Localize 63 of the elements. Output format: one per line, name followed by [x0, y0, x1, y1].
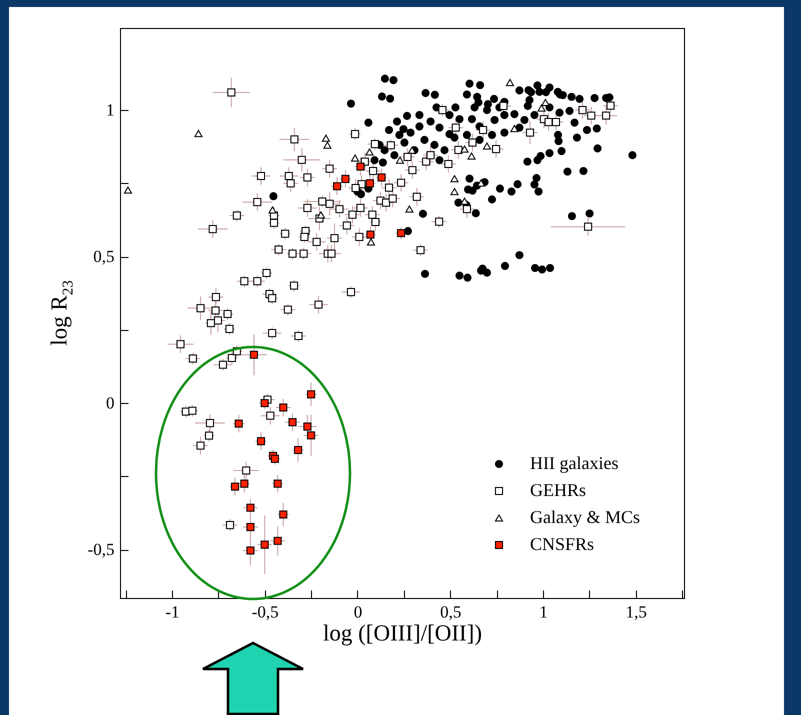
legend-label: HII galaxies — [530, 453, 618, 473]
point — [477, 179, 486, 187]
point — [366, 238, 376, 246]
point — [288, 418, 297, 426]
point — [482, 142, 492, 150]
point — [294, 446, 302, 454]
point — [506, 78, 514, 86]
point — [323, 142, 332, 149]
point — [307, 431, 316, 440]
point — [537, 104, 546, 112]
point — [397, 229, 406, 238]
point — [450, 175, 459, 182]
point — [274, 480, 282, 488]
point — [246, 523, 254, 532]
legend-label: CNSFRs — [530, 534, 594, 554]
point — [246, 504, 254, 512]
point — [124, 186, 132, 194]
x-tick-label: 0 — [354, 602, 362, 622]
y-tick-label: 0,5 — [93, 247, 114, 266]
point — [365, 148, 374, 156]
point — [316, 211, 325, 219]
point — [366, 179, 374, 188]
point — [408, 146, 416, 154]
legend-label: Galaxy & MCs — [530, 507, 640, 527]
point — [405, 206, 414, 213]
point — [256, 437, 266, 446]
point — [307, 390, 316, 398]
point — [246, 546, 254, 555]
point — [468, 152, 476, 160]
point — [240, 480, 248, 488]
point — [279, 510, 288, 519]
point — [268, 206, 277, 214]
point — [234, 420, 243, 428]
point — [450, 188, 459, 196]
point — [270, 454, 279, 463]
point — [510, 124, 518, 132]
x-tick-label: 0,5 — [440, 602, 462, 622]
point — [333, 182, 342, 190]
point — [356, 162, 364, 171]
point — [341, 174, 350, 183]
point — [460, 145, 469, 153]
point — [230, 482, 240, 491]
x-tick-label: 1 — [539, 602, 548, 622]
point — [303, 422, 312, 431]
x-tick-label: -0,5 — [252, 602, 279, 622]
point — [260, 399, 269, 408]
y-tick-label: 0 — [106, 394, 114, 413]
y-tick-label: -0,5 — [88, 540, 114, 560]
legend-label: GEHRs — [530, 480, 586, 500]
point — [279, 403, 288, 412]
y-tick-label: 1 — [106, 100, 114, 120]
point — [250, 350, 258, 359]
point — [194, 130, 203, 138]
point — [396, 156, 404, 164]
x-tick-label: -1 — [165, 602, 180, 622]
point — [541, 98, 550, 106]
point — [351, 154, 360, 162]
x-axis-title: log ([OIII]/[OII]) — [322, 620, 482, 646]
point — [274, 536, 282, 545]
point — [260, 540, 269, 549]
point — [322, 134, 330, 142]
x-tick-label: 1,5 — [626, 602, 647, 622]
point — [366, 230, 374, 239]
